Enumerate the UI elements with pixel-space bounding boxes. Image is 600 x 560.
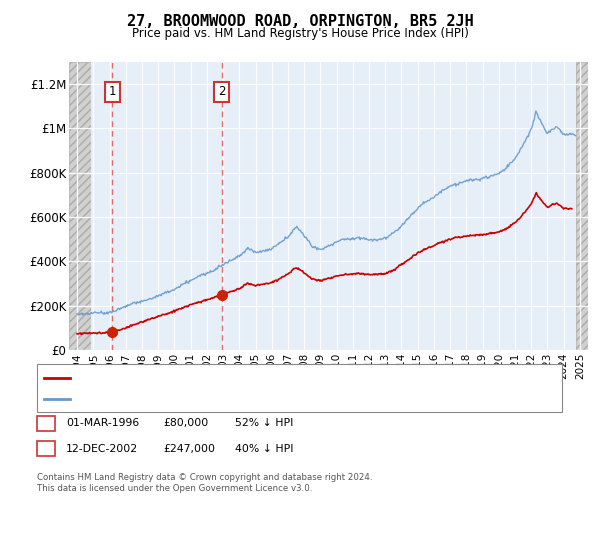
Text: 27, BROOMWOOD ROAD, ORPINGTON, BR5 2JH (detached house): 27, BROOMWOOD ROAD, ORPINGTON, BR5 2JH (…	[74, 373, 414, 383]
Text: £247,000: £247,000	[163, 444, 215, 454]
Text: Contains HM Land Registry data © Crown copyright and database right 2024.
This d: Contains HM Land Registry data © Crown c…	[37, 473, 373, 493]
Text: 1: 1	[43, 418, 50, 428]
Text: Price paid vs. HM Land Registry's House Price Index (HPI): Price paid vs. HM Land Registry's House …	[131, 27, 469, 40]
Text: 1: 1	[109, 85, 116, 99]
Text: 12-DEC-2002: 12-DEC-2002	[66, 444, 138, 454]
Bar	[69, 62, 91, 350]
Text: 27, BROOMWOOD ROAD, ORPINGTON, BR5 2JH: 27, BROOMWOOD ROAD, ORPINGTON, BR5 2JH	[127, 14, 473, 29]
Bar	[91, 62, 576, 350]
Text: 40% ↓ HPI: 40% ↓ HPI	[235, 444, 294, 454]
Text: £80,000: £80,000	[163, 418, 208, 428]
Text: 2: 2	[43, 444, 50, 454]
Text: 01-MAR-1996: 01-MAR-1996	[66, 418, 139, 428]
Bar	[576, 62, 588, 350]
Text: 2: 2	[218, 85, 226, 99]
Text: 52% ↓ HPI: 52% ↓ HPI	[235, 418, 293, 428]
Text: HPI: Average price, detached house, Bromley: HPI: Average price, detached house, Brom…	[74, 394, 311, 404]
